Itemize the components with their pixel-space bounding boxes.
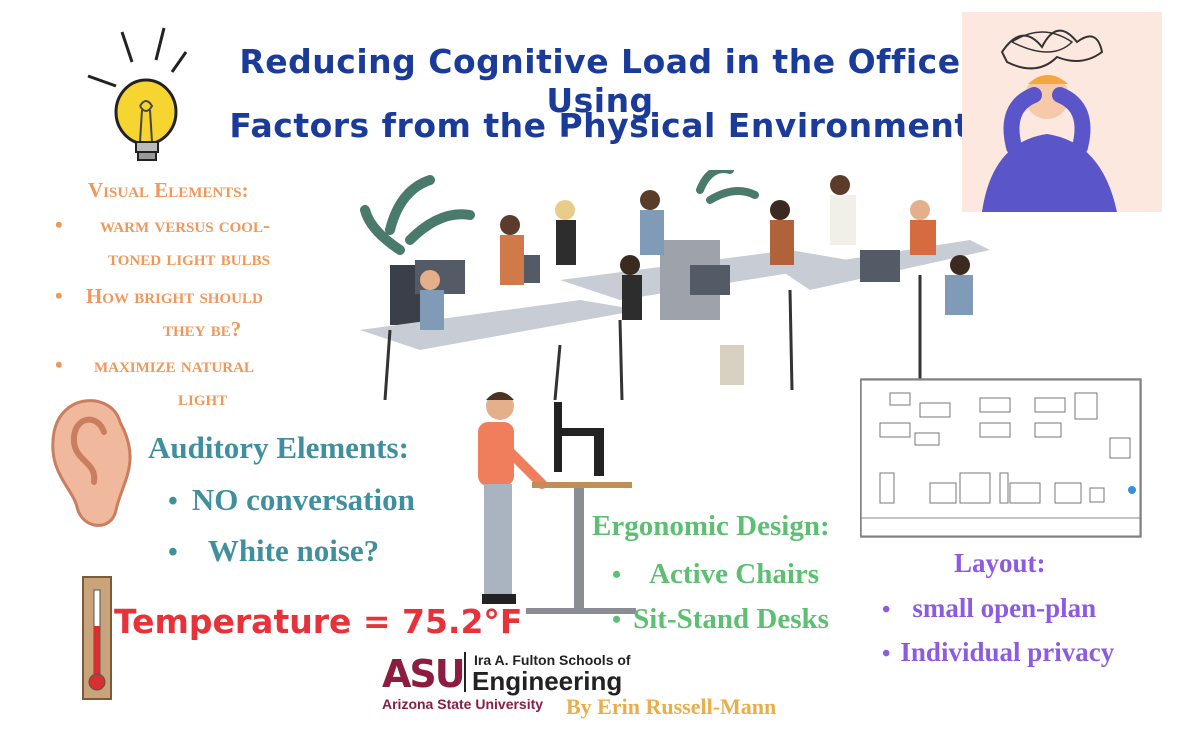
author-credit: By Erin Russell-Mann <box>566 694 777 719</box>
layout-item-2-label: Individual privacy <box>900 637 1115 667</box>
visual-item-3-line-1: maximize natural <box>93 353 254 377</box>
bullet-icon: • <box>168 537 178 568</box>
visual-item-3-line-2: light <box>178 386 228 410</box>
university-label: Arizona State University <box>382 696 544 712</box>
temperature-value: Temperature = 75.2°F <box>114 602 523 641</box>
auditory-elements-heading: Auditory Elements: <box>148 430 409 465</box>
bullet-icon: • <box>882 641 891 667</box>
visual-item-2: • How bright should <box>55 283 365 309</box>
bullet-icon: • <box>55 212 63 237</box>
bullet-icon: • <box>168 486 178 517</box>
visual-item-1: • warm versus cool- <box>55 212 365 238</box>
auditory-item-2: • White noise? <box>168 533 379 569</box>
bullet-icon: • <box>55 352 63 377</box>
title-line-1: Reducing Cognitive Load in the Office Us… <box>239 42 961 120</box>
thermometer-icon <box>82 576 112 700</box>
light-bulb-icon <box>87 27 188 161</box>
standing-desk-illustration <box>478 392 636 614</box>
floor-plan-illustration <box>860 378 1142 538</box>
logo-divider <box>464 652 466 692</box>
visual-item-2-line-1: How bright should <box>85 284 263 308</box>
layout-item-1: • small open-plan <box>882 593 1096 624</box>
visual-item-1-line-1: warm versus cool- <box>99 213 270 237</box>
stressed-person-icon <box>962 12 1162 212</box>
auditory-item-1-label: NO conversation <box>191 482 415 517</box>
visual-item-2-line-2: they be? <box>163 317 242 341</box>
auditory-item-2-label: White noise? <box>207 533 380 568</box>
visual-item-1-line-2: toned light bulbs <box>108 246 270 270</box>
bullet-icon: • <box>882 597 891 623</box>
layout-heading: Layout: <box>954 548 1046 578</box>
visual-item-3: • maximize natural <box>55 352 365 378</box>
school-line: Ira A. Fulton Schools of <box>474 652 631 668</box>
ergonomic-design-heading: Ergonomic Design: <box>592 510 830 542</box>
bullet-icon: • <box>55 283 63 308</box>
title-line-2: Factors from the Physical Environment <box>229 106 971 145</box>
engineering-label: Engineering <box>472 666 623 696</box>
ergonomic-item-2-label: Sit-Stand Desks <box>633 603 829 635</box>
office-workers-illustration <box>360 170 990 400</box>
ergonomic-item-1-label: Active Chairs <box>649 558 820 590</box>
layout-item-2: • Individual privacy <box>882 637 1114 668</box>
asu-mark: ASU <box>382 652 466 696</box>
ergonomic-item-2: • Sit-Stand Desks <box>612 603 829 636</box>
ear-icon <box>51 399 132 527</box>
bullet-icon: • <box>612 605 622 634</box>
visual-elements-heading: Visual Elements: <box>88 178 249 202</box>
bullet-icon: • <box>612 560 622 589</box>
layout-item-1-label: small open-plan <box>912 593 1097 623</box>
auditory-item-1: • NO conversation <box>168 482 415 518</box>
ergonomic-item-1: • Active Chairs <box>612 558 819 591</box>
